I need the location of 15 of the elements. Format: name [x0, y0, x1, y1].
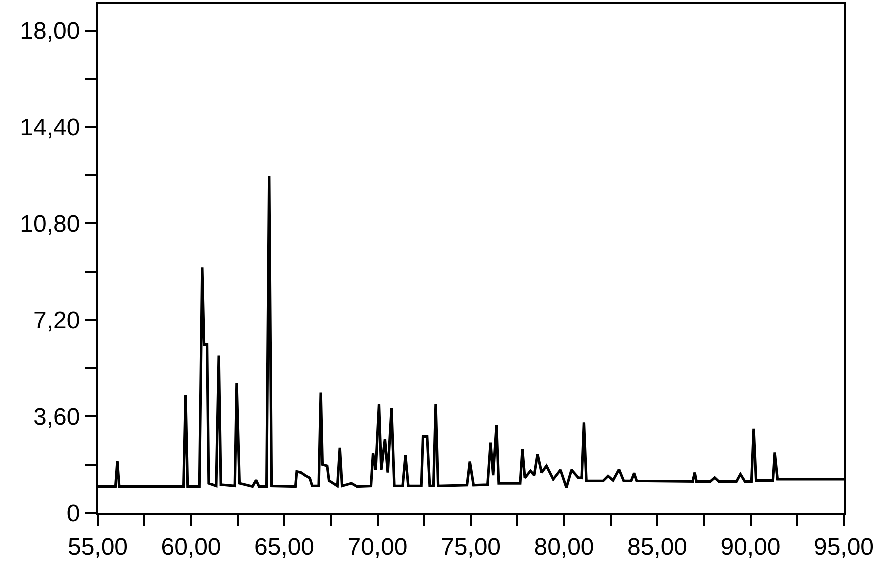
y-tick-label: 0	[66, 500, 80, 528]
x-tick-label: 85,00	[627, 534, 688, 561]
x-tick-label: 80,00	[534, 534, 594, 561]
y-tick-label: 18,00	[20, 18, 80, 46]
x-tick-label: 65,00	[254, 534, 315, 561]
x-tick-label: 95,00	[814, 534, 874, 561]
y-tick-label: 14,40	[20, 114, 80, 142]
x-tick-label: 75,00	[440, 534, 502, 561]
y-tick-label: 7,20	[33, 308, 80, 335]
x-tick-label: 55,00	[68, 534, 128, 561]
y-tick-label: 10,80	[20, 211, 80, 238]
x-tick-label: 90,00	[720, 534, 781, 561]
x-tick-label: 60,00	[161, 534, 222, 561]
y-tick-label: 3,60	[33, 404, 80, 431]
x-tick-label: 70,00	[348, 534, 408, 561]
